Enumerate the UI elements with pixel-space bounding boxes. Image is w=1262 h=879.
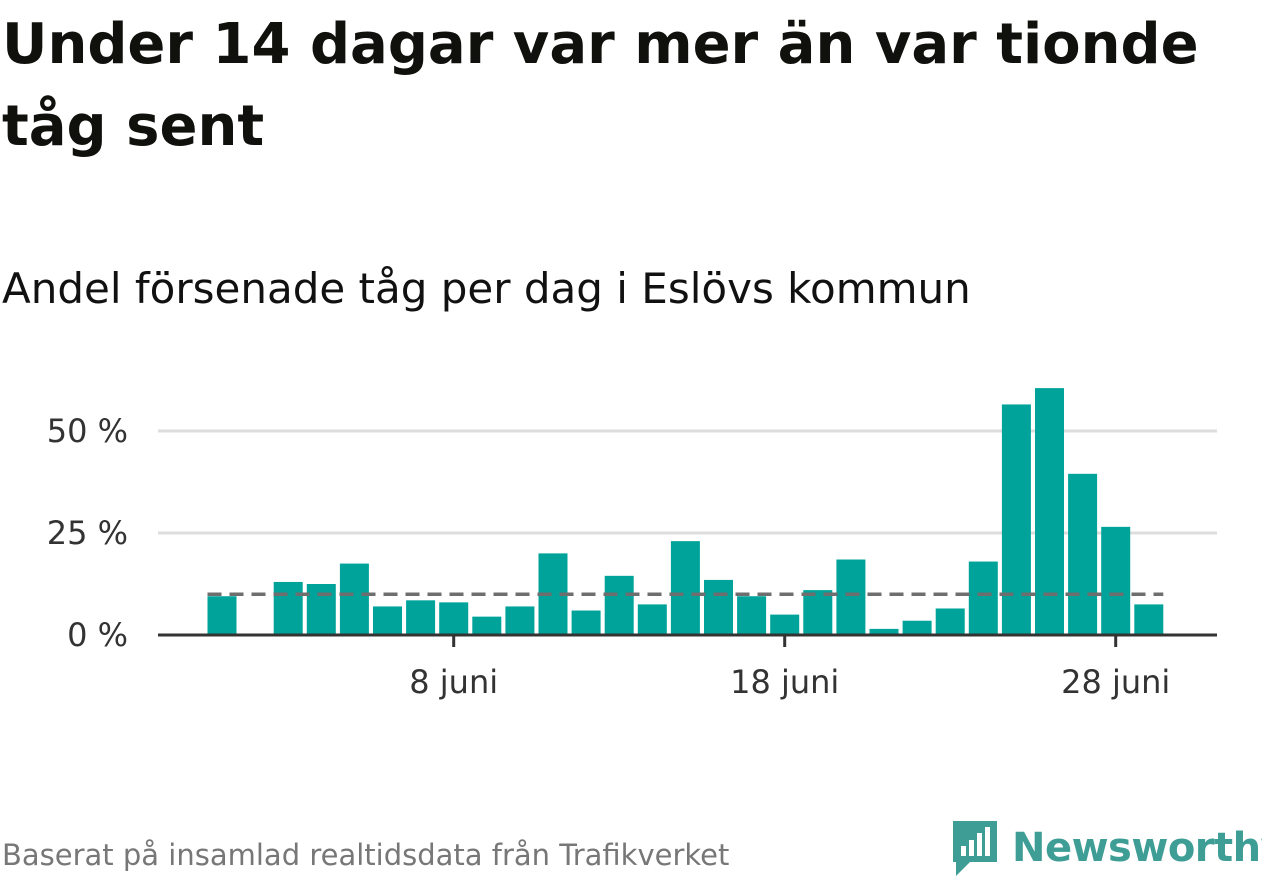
bar [1035,388,1064,635]
x-tick-label: 18 juni [730,663,839,701]
bar [406,600,436,635]
chart-title: Under 14 dagar var mer än var tionde tåg… [2,12,1199,159]
bar [1068,473,1098,635]
bar-chart: 0 % 25 % 50 % 8 juni 18 juni 28 juni [47,388,1217,701]
x-tick-label: 8 juni [409,663,498,701]
bar [472,616,502,635]
bar [439,602,469,635]
y-tick-label: 25 % [47,514,128,552]
bar [935,608,965,635]
chart-subtitle: Andel försenade tåg per dag i Eslövs kom… [2,264,971,313]
bar [339,563,369,635]
newsworthy-logo-icon [953,821,997,876]
y-tick-label: 50 % [47,412,128,450]
bar [1134,604,1164,635]
bar [704,579,733,635]
newsworthy-logo: Newsworthy [950,818,1262,878]
bar [869,628,899,635]
logo-wordmark: Newsworthy [1012,825,1262,871]
bar [1001,404,1031,635]
bar [803,590,833,635]
bar [968,561,998,635]
bar [670,541,700,635]
bar [836,559,866,635]
source-note: Baserat på insamlad realtidsdata från Tr… [2,838,730,872]
bar [1101,526,1131,635]
bar [604,575,634,635]
bar [505,606,535,635]
bar [571,610,601,635]
bar [373,606,402,635]
x-tick-label: 28 juni [1061,663,1170,701]
bar [306,583,336,635]
bar [737,596,767,635]
bar [273,581,303,635]
bar [770,614,800,635]
bar [207,596,237,635]
y-tick-label: 0 % [67,616,128,654]
bar [902,620,932,635]
bar [637,604,667,635]
